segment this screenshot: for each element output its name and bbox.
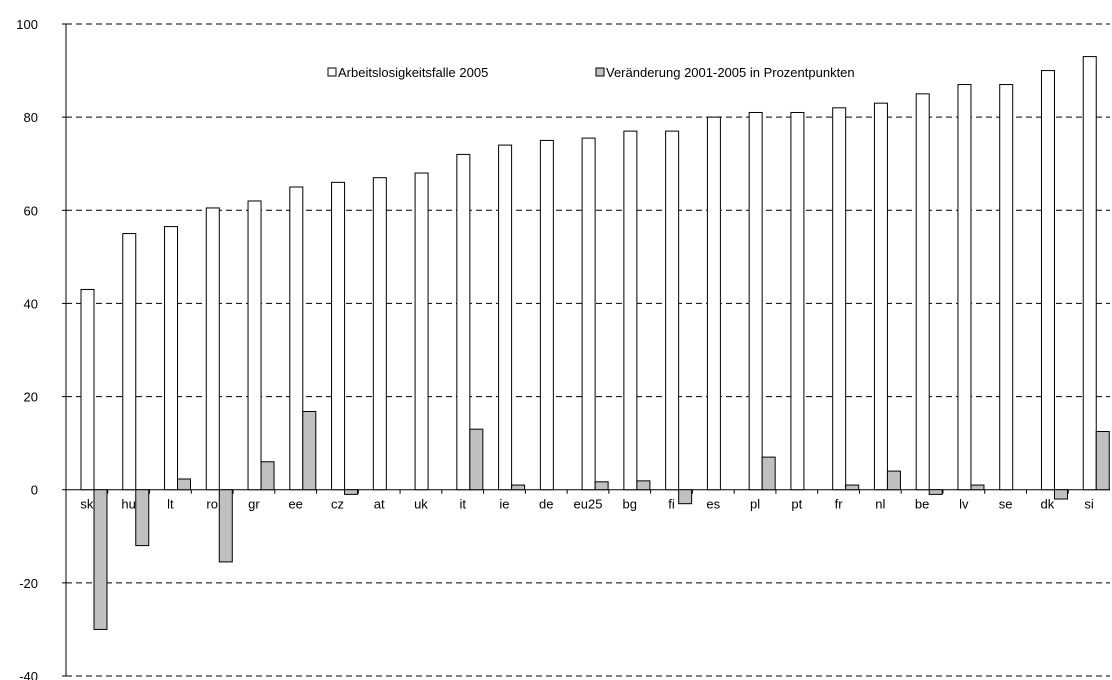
category-label: gr <box>248 497 260 512</box>
y-tick-label: 100 <box>16 17 38 32</box>
category-label: cz <box>331 497 344 512</box>
bar-veraenderung <box>469 428 484 491</box>
bar-arbeitslosigkeitsfalle <box>665 130 680 491</box>
bar-veraenderung <box>1053 489 1068 500</box>
category-label: hu <box>121 497 135 512</box>
legend-swatch-series-1 <box>327 67 337 77</box>
bar-arbeitslosigkeitsfalle <box>289 186 304 491</box>
y-tick-label: 80 <box>24 110 38 125</box>
category-label: es <box>706 497 720 512</box>
bar-veraenderung <box>260 461 275 491</box>
category-label: de <box>539 497 553 512</box>
legend-label-series-1: Arbeitslosigkeitsfalle 2005 <box>338 65 488 80</box>
bar-arbeitslosigkeitsfalle <box>915 93 930 491</box>
bar-arbeitslosigkeitsfalle <box>748 111 763 491</box>
bar-arbeitslosigkeitsfalle <box>164 226 179 491</box>
bar-veraenderung <box>636 480 651 491</box>
category-label: pt <box>791 497 802 512</box>
category-label: ee <box>288 497 302 512</box>
category-label: ie <box>499 497 509 512</box>
category-label: pl <box>750 497 760 512</box>
bar-arbeitslosigkeitsfalle <box>1040 70 1055 491</box>
legend-swatch-series-2 <box>595 67 605 77</box>
bar-arbeitslosigkeitsfalle <box>122 233 137 491</box>
bar-arbeitslosigkeitsfalle <box>1082 56 1097 491</box>
category-label: eu25 <box>574 497 603 512</box>
bar-arbeitslosigkeitsfalle <box>623 130 638 491</box>
bar-arbeitslosigkeitsfalle <box>247 200 262 491</box>
y-tick-label: 60 <box>24 203 38 218</box>
category-label: uk <box>414 497 428 512</box>
bar-arbeitslosigkeitsfalle <box>832 107 847 491</box>
bar-veraenderung <box>928 489 943 495</box>
category-label: fi <box>668 497 675 512</box>
bar-arbeitslosigkeitsfalle <box>581 137 596 491</box>
category-labels: sk hu lt ro gr ee cz at uk it ie de eu25 bg fi es pl pt fr… <box>80 497 1094 512</box>
y-tick-label: -40 <box>19 669 38 680</box>
bar-veraenderung <box>511 484 526 491</box>
bar-veraenderung <box>886 470 901 491</box>
bar-veraenderung <box>1095 431 1110 491</box>
y-tick-label: -20 <box>19 576 38 591</box>
category-label: bg <box>623 497 637 512</box>
bar-arbeitslosigkeitsfalle <box>539 139 554 491</box>
bar-arbeitslosigkeitsfalle <box>456 153 471 491</box>
bar-veraenderung <box>93 489 108 630</box>
category-label: fr <box>835 497 844 512</box>
bar-veraenderung <box>302 410 317 491</box>
y-tick-label: 0 <box>31 483 38 498</box>
bar-arbeitslosigkeitsfalle <box>873 102 888 491</box>
category-label: dk <box>1040 497 1054 512</box>
bar-arbeitslosigkeitsfalle <box>80 288 95 491</box>
bar-arbeitslosigkeitsfalle <box>999 84 1014 491</box>
bar-veraenderung <box>761 456 776 491</box>
bar-veraenderung <box>594 481 609 491</box>
bar-veraenderung <box>177 478 192 491</box>
bar-arbeitslosigkeitsfalle <box>790 111 805 491</box>
y-tick-label: 40 <box>24 296 38 311</box>
category-label: ro <box>206 497 218 512</box>
bar-veraenderung <box>678 489 693 505</box>
y-tick-label: 20 <box>24 390 38 405</box>
category-label: sk <box>80 497 94 512</box>
category-label: it <box>459 497 466 512</box>
category-label: be <box>915 497 929 512</box>
bars <box>80 56 1110 630</box>
bar-veraenderung <box>135 489 150 547</box>
bar-arbeitslosigkeitsfalle <box>957 84 972 491</box>
category-label: lt <box>167 497 174 512</box>
axes: -40 -20 0 20 40 60 80 100 <box>16 17 1110 680</box>
bar-arbeitslosigkeitsfalle <box>205 207 220 491</box>
category-label: at <box>374 497 385 512</box>
category-label: se <box>999 497 1013 512</box>
category-label: lv <box>959 497 969 512</box>
bar-arbeitslosigkeitsfalle <box>331 181 346 491</box>
legend: Arbeitslosigkeitsfalle 2005 Veränderung … <box>327 65 855 80</box>
bar-veraenderung <box>218 489 233 563</box>
category-label: si <box>1084 497 1094 512</box>
bar-veraenderung <box>344 489 359 495</box>
bar-arbeitslosigkeitsfalle <box>498 144 513 491</box>
bar-arbeitslosigkeitsfalle <box>414 172 429 491</box>
category-label: nl <box>875 497 885 512</box>
bar-veraenderung <box>970 484 985 491</box>
bar-veraenderung <box>845 484 860 491</box>
bar-arbeitslosigkeitsfalle <box>372 177 387 491</box>
legend-label-series-2: Veränderung 2001-2005 in Prozentpunkten <box>606 65 855 80</box>
bar-arbeitslosigkeitsfalle <box>706 116 721 491</box>
